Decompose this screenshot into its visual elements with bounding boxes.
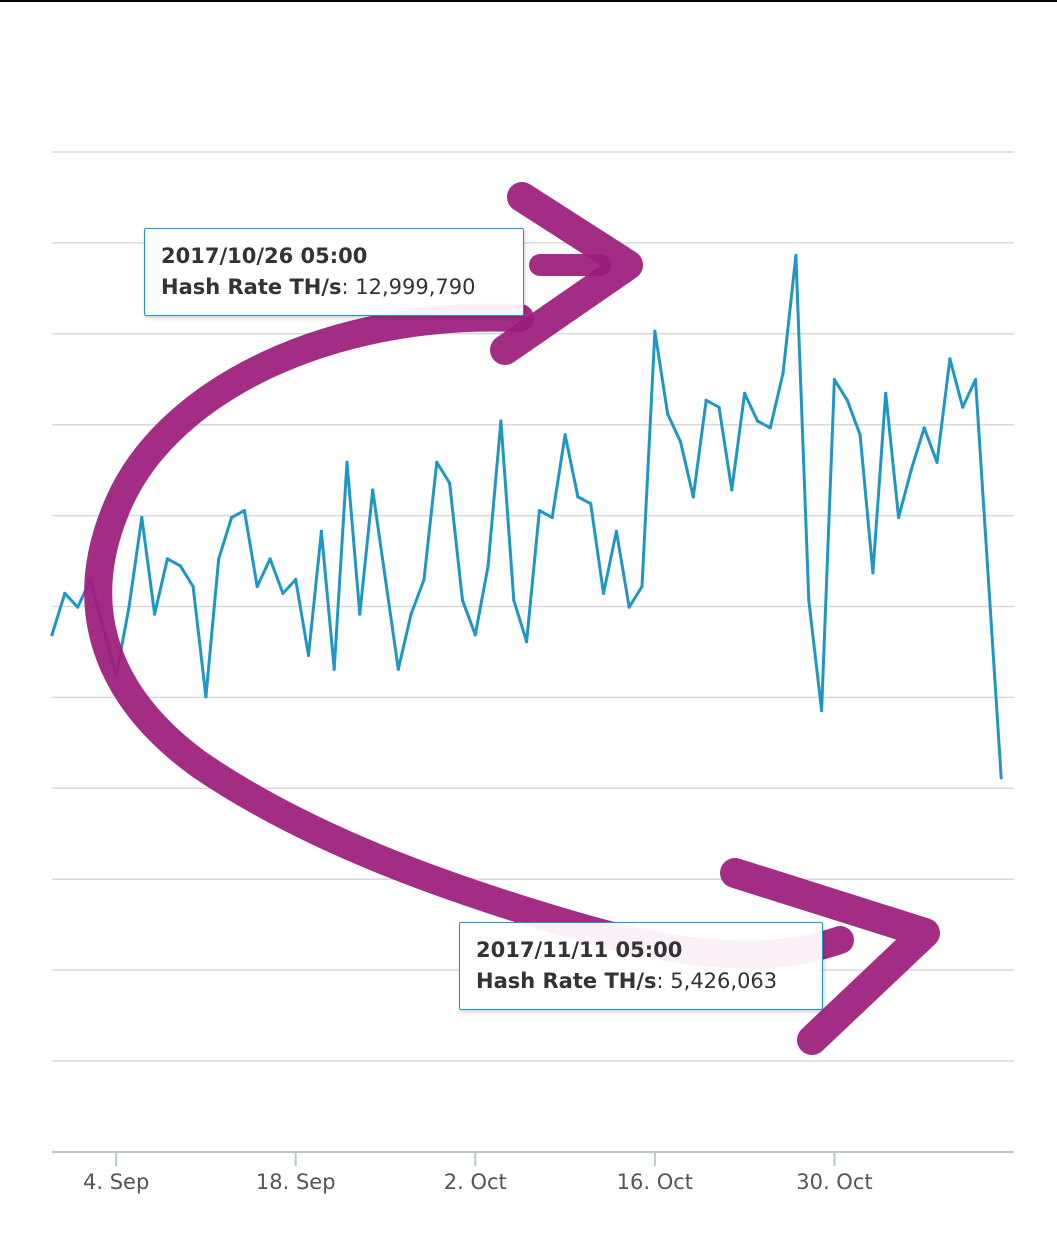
data-point: [807, 598, 811, 602]
data-point: [178, 564, 182, 568]
data-point: [50, 633, 54, 637]
data-point: [448, 481, 452, 485]
data-point: [730, 488, 734, 492]
data-point: [371, 488, 375, 492]
data-point: [820, 709, 824, 713]
tooltip-peak-label: Hash Rate TH/s: [161, 275, 342, 299]
tooltip-drop-value: 5,426,063: [670, 969, 778, 993]
tooltip-drop-label: Hash Rate TH/s: [476, 969, 657, 993]
data-point: [871, 571, 875, 575]
annotation-s-curve-stroke: [84, 303, 854, 969]
data-point: [896, 515, 901, 520]
x-axis: 4. Sep 18. Sep 2. Oct 16. Oct 30. Oct: [52, 1151, 1014, 1194]
data-point: [217, 557, 221, 561]
data-point: [204, 695, 208, 699]
data-point: [884, 391, 888, 395]
data-point: [691, 495, 695, 499]
hand-drawn-annotation: [84, 182, 940, 1055]
tooltip-peak-date: 2017/10/26 05:00: [161, 244, 368, 268]
data-point: [191, 584, 195, 589]
data-point: [743, 391, 747, 395]
data-point: [909, 467, 913, 471]
data-point: [140, 515, 144, 520]
data-point: [486, 564, 490, 568]
data-point: [396, 667, 400, 671]
top-border-rule: [0, 0, 1057, 2]
data-point: [165, 557, 170, 561]
tooltip-peak-value: 12,999,790: [355, 275, 476, 299]
data-point: [666, 412, 670, 416]
data-point: [576, 495, 580, 499]
data-point: [717, 405, 721, 409]
data-point: [973, 377, 978, 382]
data-point: [422, 577, 426, 582]
data-point: [294, 577, 298, 582]
annotation-top-arrowhead: [490, 182, 643, 365]
data-point: [242, 509, 246, 513]
data-point: [678, 440, 683, 444]
x-tick-label: 4. Sep: [83, 1170, 149, 1194]
data-point: [499, 419, 503, 423]
tooltip-drop-date: 2017/11/11 05:00: [476, 938, 683, 962]
data-point: [281, 591, 285, 595]
data-point: [858, 433, 862, 437]
data-point: [255, 584, 259, 589]
x-tick-label: 30. Oct: [796, 1170, 872, 1194]
data-point: [537, 509, 542, 513]
series-line-hash-rate: [50, 254, 1003, 778]
data-point: [935, 460, 939, 464]
data-point: [76, 605, 80, 609]
data-point: [601, 591, 606, 595]
data-point: [332, 667, 336, 671]
data-point: [755, 419, 760, 423]
x-tick-label: 18. Sep: [256, 1170, 336, 1194]
data-point: [383, 577, 388, 582]
data-point: [999, 776, 1003, 780]
annotation-bottom-arrowhead: [720, 858, 940, 1055]
data-point: [922, 426, 926, 430]
data-point: [845, 398, 849, 402]
data-point: [409, 612, 413, 616]
data-point: [550, 515, 554, 520]
data-point: [63, 591, 67, 595]
data-point: [460, 598, 465, 602]
data-point: [563, 433, 567, 437]
data-point: [473, 633, 477, 637]
data-point: [589, 502, 593, 506]
data-point: [229, 515, 234, 520]
data-point: [306, 653, 311, 658]
data-point: [961, 405, 965, 409]
data-point: [948, 357, 952, 361]
data-point: [345, 460, 349, 464]
data-point: [832, 377, 837, 382]
data-point: [512, 598, 516, 602]
tooltip-drop: 2017/11/11 05:00 Hash Rate TH/s: 5,426,0…: [459, 922, 823, 1010]
data-point: [768, 426, 772, 430]
data-point: [640, 584, 644, 589]
data-point: [627, 605, 631, 609]
data-point: [653, 329, 657, 333]
data-point: [524, 640, 529, 644]
data-point: [153, 612, 157, 616]
data-point: [794, 253, 798, 258]
data-point: [319, 529, 323, 533]
data-point: [358, 612, 362, 616]
data-point: [435, 460, 439, 464]
data-point: [704, 398, 708, 402]
data-point: [268, 557, 272, 561]
x-tick-label: 16. Oct: [617, 1170, 693, 1194]
data-point: [781, 371, 785, 375]
data-point: [614, 529, 618, 533]
series-layer: [50, 253, 1003, 780]
data-point: [127, 605, 131, 609]
tooltip-peak: 2017/10/26 05:00 Hash Rate TH/s: 12,999,…: [144, 228, 524, 316]
x-tick-label: 2. Oct: [444, 1170, 507, 1194]
